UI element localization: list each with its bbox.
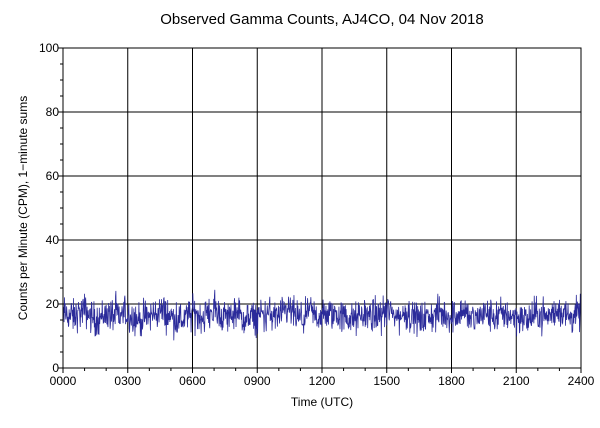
x-tick-label: 2400 [568,374,595,388]
series-point [483,313,484,314]
series-point [138,319,139,320]
series-point [548,316,549,317]
y-tick-label: 60 [46,169,60,183]
series-point [559,310,560,311]
series-point [462,310,463,311]
series-line [62,289,582,341]
series-point [516,316,517,317]
y-tick-label: 100 [39,41,59,55]
series-point [84,310,85,311]
x-tick-label: 0300 [114,374,141,388]
series-point [397,316,398,317]
series-point [160,310,161,311]
series-point [365,313,366,314]
series-point [235,313,236,314]
series-point [537,313,538,314]
y-tick-label: 0 [52,361,59,375]
series-point [526,319,527,320]
series-point [73,316,74,317]
series-point [440,313,441,314]
x-tick-label: 1500 [373,374,400,388]
series-point [213,310,214,311]
series-point [419,319,420,320]
series-point [321,316,322,317]
series-point [343,316,344,317]
y-tick-label: 80 [46,105,60,119]
series-point [246,319,247,320]
series-point [354,319,355,320]
series-point [332,313,333,314]
series-point [224,316,225,317]
y-axis-label: Counts per Minute (CPM), 1−minute sums [16,96,30,320]
y-tick-label: 20 [46,297,60,311]
series-point [149,316,150,317]
series-point [203,316,204,317]
x-axis-label: Time (UTC) [291,395,353,409]
axis-ticks: 0000 0300 0600 0900 1200 1500 1800 2100 2400 0 20 4… [39,41,595,388]
series-point [278,316,279,317]
x-tick-label: 1800 [438,374,465,388]
series-point [267,313,268,314]
series-point [505,313,506,314]
series-point [181,319,182,320]
x-tick-label: 0600 [179,374,206,388]
series-point [257,316,258,317]
x-tick-label: 2100 [503,374,530,388]
chart-title: Observed Gamma Counts, AJ4CO, 04 Nov 201… [160,11,484,28]
series-point [289,310,290,311]
series-point [386,310,387,311]
x-tick-label: 1200 [309,374,336,388]
series-point [192,313,193,314]
series-point [570,316,571,317]
series-point [472,319,473,320]
y-tick-label: 40 [46,233,60,247]
series-point [127,313,128,314]
series-point [95,319,96,320]
series-point [311,313,312,314]
series-point [429,316,430,317]
grid-lines [63,48,581,368]
series-point [116,316,117,317]
x-tick-label: 0900 [244,374,271,388]
series-layer [62,289,582,341]
series-point [375,316,376,317]
x-tick-label: 0000 [50,374,77,388]
series-point [451,316,452,317]
series-point [408,313,409,314]
series-point [300,319,301,320]
series-point [170,316,171,317]
series-point [494,316,495,317]
series-point [106,313,107,314]
